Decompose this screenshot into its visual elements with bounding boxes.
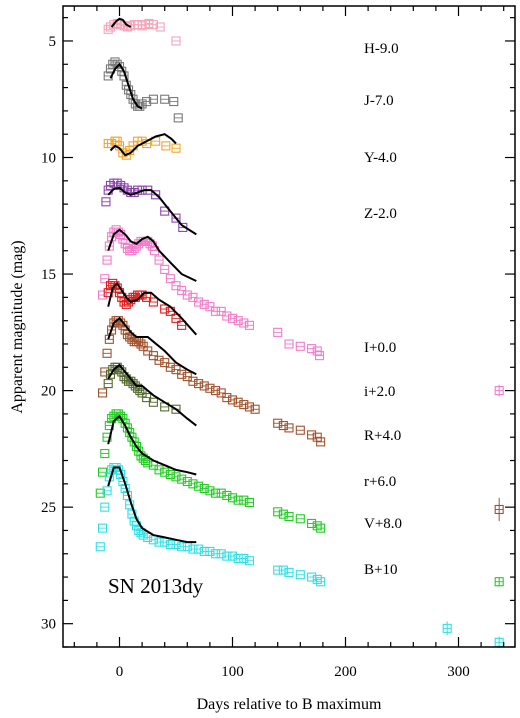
- band-labels: H-9.0 J-7.0 Y-4.0 Z-2.0 I+0.0 i+2.0 R+4.0 r+6.0…: [364, 41, 402, 578]
- fit-curve: [109, 62, 143, 110]
- band-label: Y-4.0: [364, 150, 397, 166]
- fit-curve: [107, 414, 197, 476]
- fit-curve: [107, 281, 198, 336]
- band-label: Z-2.0: [364, 206, 397, 222]
- plot-frame: [62, 5, 516, 648]
- fit-curve: [107, 316, 197, 376]
- series-6-points: [98, 316, 504, 515]
- y-tick-label: 10: [41, 151, 56, 167]
- y-tick-label: 25: [41, 500, 56, 516]
- band-label: H-9.0: [364, 41, 399, 57]
- fit-curve: [107, 466, 197, 544]
- fit-curve: [110, 17, 132, 28]
- y-tick-label: 15: [41, 267, 56, 283]
- y-tick-label: 20: [41, 384, 56, 400]
- band-label: J-7.0: [364, 93, 394, 109]
- series-9-points: [95, 462, 504, 647]
- band-label: B+10: [364, 562, 397, 578]
- y-tick-label: 30: [41, 617, 56, 633]
- fit-curve: [107, 186, 197, 236]
- x-tick-label: 200: [334, 664, 357, 680]
- fit-curve: [107, 228, 197, 282]
- band-label: V+8.0: [364, 516, 402, 532]
- band-label: I+0.0: [364, 340, 396, 356]
- x-axis-label: Days relative to B maximum: [197, 696, 382, 713]
- series-2-points: [103, 136, 181, 160]
- band-label: r+6.0: [364, 474, 396, 490]
- chart-marks: [95, 18, 504, 649]
- series-3-points: [101, 178, 188, 232]
- fit-curve: [109, 133, 177, 157]
- fit-curve: [107, 363, 197, 427]
- fit-curves: [107, 17, 198, 544]
- x-tick-label: 100: [221, 664, 244, 680]
- chart-annotation: SN 2013dy: [108, 574, 204, 598]
- y-axis-label: Apparent magnitude (mag): [9, 240, 26, 413]
- x-tick-label: 0: [116, 664, 124, 680]
- y-tick-label: 5: [49, 34, 57, 50]
- band-label: i+2.0: [364, 384, 395, 400]
- axis-ticks: 0 100 200 300 5 10 15 20 25 30: [41, 6, 515, 680]
- band-label: R+4.0: [364, 428, 401, 444]
- x-tick-label: 300: [447, 664, 470, 680]
- series-8-points: [95, 409, 504, 587]
